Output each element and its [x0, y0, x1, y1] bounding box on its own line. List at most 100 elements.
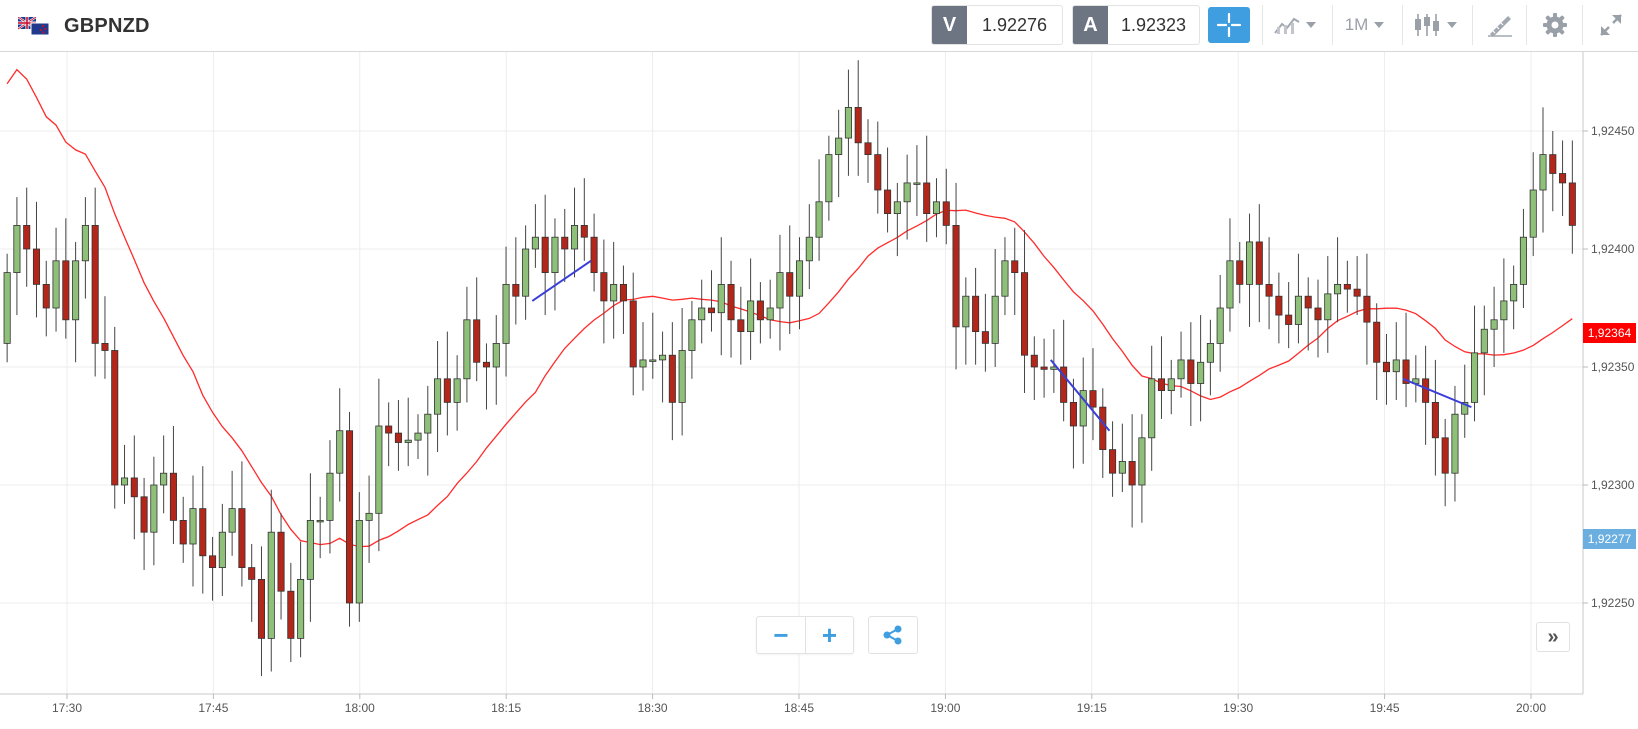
x-tick-label: 18:45 [784, 701, 814, 715]
candle [590, 213, 598, 292]
candlestick-type-icon [1414, 14, 1439, 36]
candle-body-bearish [580, 224, 588, 238]
candle [355, 492, 363, 622]
candle [1011, 227, 1019, 316]
candle [619, 265, 627, 334]
candle-body-bullish [1206, 342, 1214, 363]
candle-body-bearish [1422, 378, 1430, 403]
candle-body-bearish [42, 283, 50, 309]
trend-line[interactable] [1402, 377, 1472, 409]
scroll-to-latest-button[interactable]: » [1536, 622, 1570, 652]
candle [1539, 107, 1547, 233]
candle [453, 355, 461, 431]
drawing-tools-button[interactable] [1472, 5, 1526, 45]
candle-body-bullish [639, 359, 647, 368]
candle-body-bullish [903, 182, 911, 203]
candle-body-bearish [257, 579, 266, 639]
candle-body-bullish [160, 472, 168, 486]
candle-body-bearish [1402, 359, 1410, 384]
candle-body-bullish [1294, 295, 1302, 325]
candle-body-bearish [209, 555, 217, 568]
candle-body-bullish [717, 283, 725, 314]
candle [257, 546, 266, 677]
candle [1236, 241, 1244, 304]
candle [1020, 230, 1029, 393]
candle-body-bullish [698, 307, 706, 321]
candle-body-bearish [1099, 406, 1107, 450]
candle [81, 197, 89, 299]
candle-body-bullish [1470, 352, 1479, 403]
candle [169, 426, 177, 544]
timeframe-selector[interactable]: 1M [1332, 5, 1396, 45]
candle-body-bearish [854, 107, 862, 144]
zoom-out-button[interactable]: − [773, 619, 789, 650]
candle-body-bullish [835, 137, 843, 156]
trend-line[interactable] [531, 259, 592, 302]
candle [1334, 237, 1342, 323]
candle [1304, 277, 1312, 351]
candle-body-bullish [1001, 260, 1009, 297]
candle-body-bullish [1392, 359, 1400, 373]
candle-body-bearish [32, 248, 41, 285]
candle-body-bullish [1539, 154, 1547, 191]
share-button[interactable] [868, 616, 918, 654]
candle [1392, 322, 1400, 401]
candle [1568, 140, 1576, 254]
sell-quote[interactable]: V 1.92276 [931, 5, 1063, 45]
trend-line[interactable] [1049, 359, 1111, 432]
candle-body-bullish [747, 300, 755, 333]
zoom-in-button[interactable]: + [805, 617, 853, 653]
candle-body-bearish [1441, 437, 1449, 474]
candle [903, 154, 911, 240]
candle [600, 239, 608, 344]
price-chart[interactable]: 1,92450 1,92400 1,92350 1,92300 1,92250 17:30… [0, 52, 1638, 729]
candle [698, 279, 706, 344]
candle [199, 466, 207, 594]
candle [385, 402, 393, 467]
candle-body-bullish [365, 512, 373, 521]
instrument-selector[interactable]: GBPNZD [17, 12, 150, 40]
candle [218, 503, 226, 596]
settings-button[interactable] [1526, 5, 1582, 45]
x-tick-label: 19:00 [930, 701, 960, 715]
candle [1206, 319, 1214, 396]
candle [1226, 218, 1234, 332]
trend-lines-layer [531, 259, 1472, 432]
candle-body-bearish [91, 224, 99, 344]
candle [1412, 355, 1420, 403]
indicators-button[interactable] [1262, 5, 1326, 45]
candle [150, 456, 158, 566]
chart-type-selector[interactable] [1402, 5, 1466, 45]
candle [1060, 319, 1068, 422]
candle [473, 277, 481, 382]
candle-body-bullish [1490, 319, 1498, 330]
sell-price: 1.92276 [981, 14, 1048, 35]
candle-body-bearish [952, 224, 960, 328]
candle [1089, 348, 1097, 441]
candle-body-bullish [453, 378, 461, 403]
candle-body-bearish [385, 425, 393, 434]
candle [414, 414, 422, 460]
candle-body-bearish [972, 295, 980, 333]
candle [1343, 260, 1351, 313]
indicators-icon [1273, 17, 1300, 34]
buy-quote[interactable]: A 1.92323 [1072, 5, 1200, 45]
candle-body-bullish [678, 350, 686, 403]
fullscreen-button[interactable] [1582, 5, 1638, 45]
candle [531, 204, 539, 268]
candle-body-bearish [1060, 366, 1068, 403]
candle-body-bullish [502, 283, 510, 344]
candle [443, 331, 451, 436]
candle-body-bearish [101, 342, 109, 351]
x-tick-label: 19:45 [1370, 701, 1400, 715]
candle [297, 541, 305, 658]
candle-body-bearish [238, 508, 246, 569]
candle [1079, 357, 1087, 464]
candle [424, 385, 432, 476]
candle-body-bearish [512, 283, 520, 297]
sell-label: V [932, 6, 967, 44]
candle [727, 260, 735, 358]
candle [23, 187, 31, 287]
crosshair-button[interactable] [1208, 7, 1250, 43]
candle-body-bearish [668, 354, 676, 403]
